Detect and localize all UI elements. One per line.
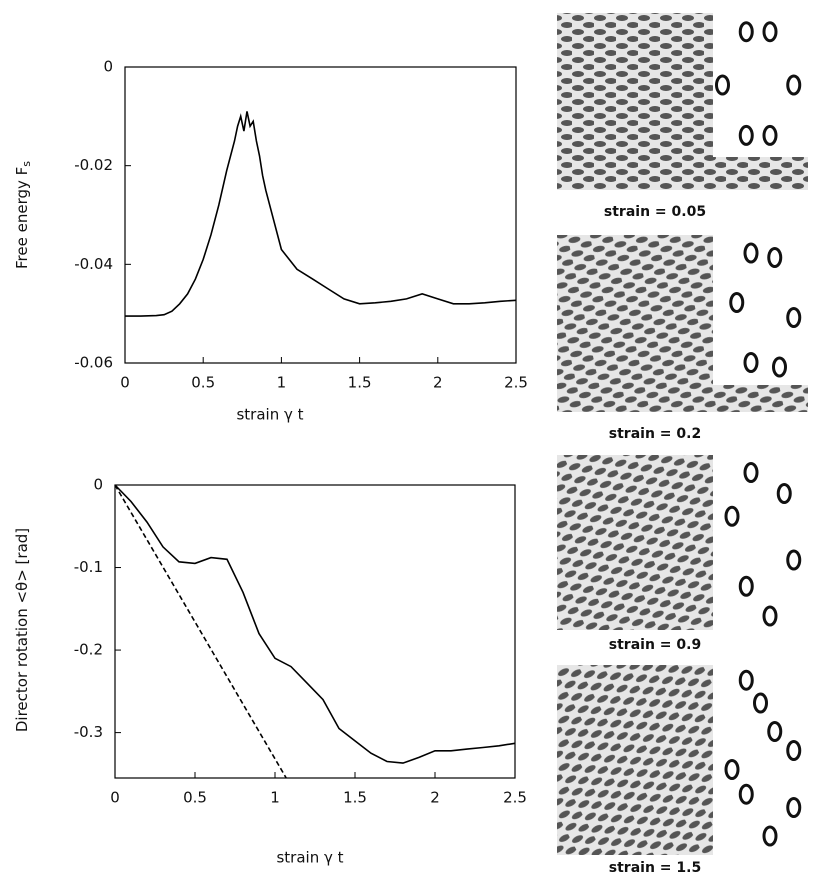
inset-spot: [772, 356, 787, 378]
y-tick-label: -0.3: [74, 723, 103, 741]
inset-spot: [738, 21, 754, 43]
inset-spot: [738, 783, 754, 805]
plot-frame: [114, 484, 516, 779]
plot-frame: [124, 66, 517, 364]
x-tick-label: 2.5: [503, 789, 527, 807]
inset-spot: [786, 740, 802, 761]
y-axis-label: Free energy Fs: [13, 161, 34, 269]
x-tick-label: 0.5: [183, 789, 207, 807]
x-tick-label: 1.5: [348, 374, 372, 392]
y-tick-label: -0.04: [74, 255, 113, 273]
inset-spot: [762, 825, 778, 847]
inset-spot: [786, 307, 802, 328]
line-series: [125, 111, 517, 317]
y-axis-label-text: Free energy F: [13, 167, 31, 269]
inset-spot: [767, 721, 783, 742]
inset-spot: [743, 242, 759, 264]
y-tick-label: -0.2: [74, 641, 103, 659]
inset-spot: [738, 575, 754, 597]
panel-caption: strain = 0.9: [609, 637, 701, 653]
inset-spot: [786, 549, 802, 571]
inset-spot: [738, 124, 754, 146]
x-tick-label: 0: [120, 374, 130, 392]
x-axis-label: strain γ t: [276, 849, 343, 867]
x-tick-label: 1: [270, 789, 280, 807]
x-axis-label: strain γ t: [236, 406, 303, 424]
y-axis-label: Director rotation <θ> [rad]: [13, 528, 31, 732]
x-tick-label: 2: [430, 789, 440, 807]
inset-spot: [724, 505, 740, 527]
y-tick-label: 0: [103, 58, 113, 76]
x-tick-label: 1.5: [343, 789, 367, 807]
x-tick-label: 1: [277, 374, 287, 392]
y-tick-label: -0.02: [74, 156, 113, 174]
inset-spot: [743, 352, 759, 373]
panel-caption: strain = 0.2: [609, 426, 701, 442]
inset-spot: [743, 462, 759, 483]
x-tick-label: 0.5: [191, 374, 215, 392]
inset-spot: [776, 483, 792, 504]
panel-caption: strain = 1.5: [609, 860, 701, 876]
inset-spot: [738, 669, 754, 691]
y-tick-label: -0.06: [74, 354, 113, 372]
x-tick-label: 0: [110, 789, 120, 807]
inset-spot: [786, 74, 802, 96]
inset-spot: [762, 124, 778, 146]
line-series: [114, 484, 516, 764]
y-tick-label: 0: [93, 476, 103, 494]
x-tick-label: 2.5: [504, 374, 528, 392]
y-tick-label: -0.1: [74, 558, 103, 576]
panel-caption: strain = 0.05: [604, 204, 706, 220]
inset: [713, 455, 808, 630]
line-series: [114, 484, 287, 779]
x-tick-label: 2: [433, 374, 443, 392]
inset-spot: [715, 74, 730, 96]
y-axis-label-subscript: s: [20, 161, 33, 167]
inset-spot: [786, 797, 802, 818]
inset-spot: [762, 21, 778, 43]
y-axis-label-text: Director rotation <θ> [rad]: [13, 528, 31, 732]
inset-spot: [729, 292, 745, 313]
inset-spot: [767, 247, 783, 268]
inset-spot: [762, 605, 778, 627]
inset-spot: [753, 692, 768, 714]
inset-spot: [724, 759, 740, 780]
